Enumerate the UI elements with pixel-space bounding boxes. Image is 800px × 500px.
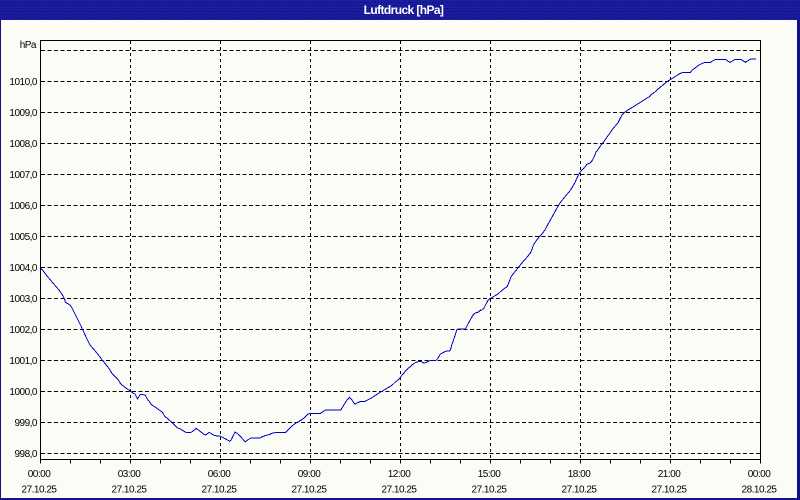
svg-text:hPa: hPa <box>20 40 37 51</box>
svg-text:1009,0: 1009,0 <box>9 108 38 119</box>
svg-text:1002,0: 1002,0 <box>9 325 38 336</box>
svg-text:1004,0: 1004,0 <box>9 263 38 274</box>
svg-text:998,0: 998,0 <box>14 449 37 460</box>
svg-text:00:00: 00:00 <box>28 469 51 480</box>
svg-text:27.10.25: 27.10.25 <box>22 485 58 496</box>
svg-text:03:00: 03:00 <box>118 469 141 480</box>
svg-text:06:00: 06:00 <box>208 469 231 480</box>
svg-text:1003,0: 1003,0 <box>9 294 38 305</box>
svg-text:27.10.25: 27.10.25 <box>202 485 238 496</box>
svg-text:09:00: 09:00 <box>298 469 321 480</box>
svg-text:1001,0: 1001,0 <box>9 356 38 367</box>
svg-text:27.10.25: 27.10.25 <box>382 485 418 496</box>
svg-text:1010,0: 1010,0 <box>9 77 38 88</box>
svg-text:27.10.25: 27.10.25 <box>562 485 598 496</box>
svg-text:27.10.25: 27.10.25 <box>292 485 328 496</box>
svg-text:1007,0: 1007,0 <box>9 170 38 181</box>
svg-text:1000,0: 1000,0 <box>9 387 38 398</box>
svg-text:00:00: 00:00 <box>748 469 771 480</box>
svg-text:1006,0: 1006,0 <box>9 201 38 212</box>
svg-text:15:00: 15:00 <box>478 469 501 480</box>
svg-text:12:00: 12:00 <box>388 469 411 480</box>
svg-text:27.10.25: 27.10.25 <box>112 485 148 496</box>
svg-text:28.10.25: 28.10.25 <box>742 485 778 496</box>
svg-text:21:00: 21:00 <box>658 469 681 480</box>
svg-text:999,0: 999,0 <box>14 418 37 429</box>
svg-text:1005,0: 1005,0 <box>9 232 38 243</box>
svg-text:Luftdruck [hPa]: Luftdruck [hPa] <box>364 3 444 17</box>
svg-text:27.10.25: 27.10.25 <box>652 485 688 496</box>
svg-text:27.10.25: 27.10.25 <box>472 485 508 496</box>
svg-text:18:00: 18:00 <box>568 469 591 480</box>
svg-text:1008,0: 1008,0 <box>9 139 38 150</box>
